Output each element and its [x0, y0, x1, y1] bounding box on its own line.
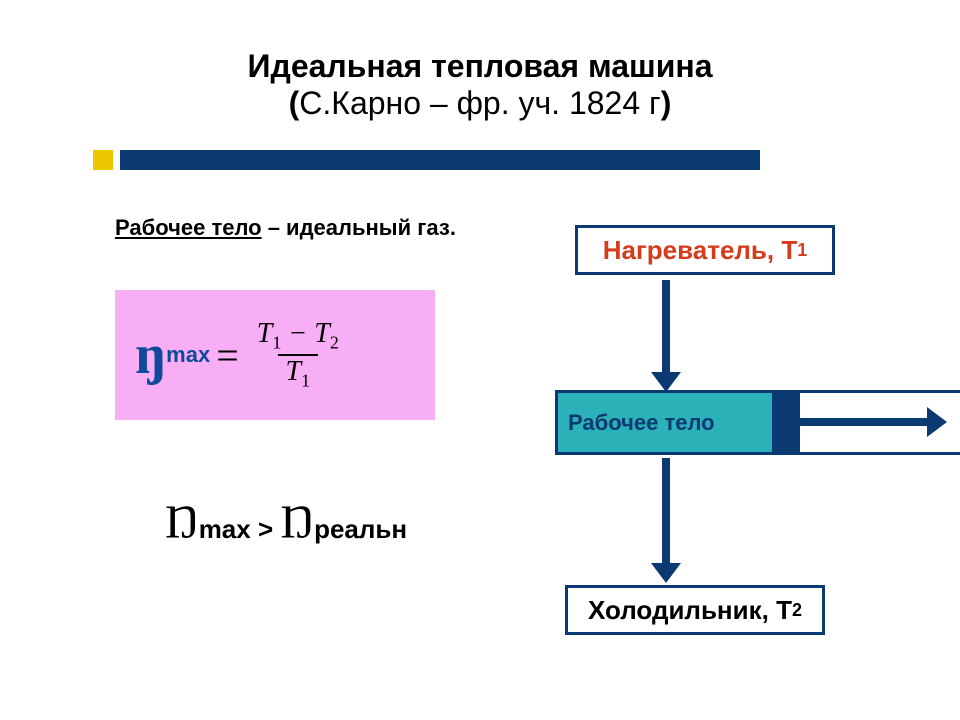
title-author: С.Карно – фр. уч. 1824 г: [299, 85, 660, 121]
working-body-label: Рабочее тело – идеальный газ.: [115, 215, 456, 241]
eta-real-symbol: Ŋ: [280, 496, 314, 549]
arrow-work-output-head: [927, 407, 947, 437]
cooler-label: Холодильник, Т: [588, 595, 792, 626]
fraction-denominator: T1: [278, 354, 319, 390]
cylinder-bottom-line: [800, 452, 960, 455]
cylinder-top-line: [800, 390, 960, 393]
working-body-underlined: Рабочее тело: [115, 215, 262, 240]
slide-title: Идеальная тепловая машина (С.Карно – фр.…: [0, 0, 960, 122]
eta-max-symbol: Ŋ: [165, 496, 199, 549]
cooler-box: Холодильник, Т2: [565, 585, 825, 635]
heater-box: Нагреватель, Т1: [575, 225, 835, 275]
decor-square: [93, 150, 113, 170]
piston-block: [775, 390, 800, 455]
equals-sign: =: [216, 332, 239, 379]
title-paren-open: (: [289, 85, 300, 121]
arrow-body-to-cooler: [662, 458, 670, 566]
title-paren-close: ): [661, 85, 672, 121]
title-line1: Идеальная тепловая машина: [0, 48, 960, 85]
efficiency-inequality: Ŋmax > Ŋреальн: [165, 495, 407, 550]
arrow-heater-to-body-head: [651, 372, 681, 392]
arrow-heater-to-body: [662, 280, 670, 375]
eta-max-sub: max: [199, 514, 251, 544]
title-line2: (С.Карно – фр. уч. 1824 г): [0, 85, 960, 122]
heater-sub: 1: [797, 240, 807, 261]
decor-bar: [120, 150, 760, 170]
fraction: T1 − T2 T1: [249, 320, 347, 389]
working-body-text: Рабочее тело: [568, 410, 715, 436]
cooler-sub: 2: [792, 600, 802, 621]
efficiency-formula-box: ŋmax = T1 − T2 T1: [115, 290, 435, 420]
eta-subscript: max: [166, 342, 210, 368]
fraction-numerator: T1 − T2: [249, 320, 347, 354]
working-body-box: Рабочее тело: [555, 390, 775, 455]
eta-symbol: ŋ: [135, 323, 166, 387]
eta-real-sub: реальн: [314, 514, 407, 544]
gt-sign: >: [251, 514, 281, 544]
arrow-body-to-cooler-head: [651, 563, 681, 583]
arrow-work-output: [800, 418, 930, 426]
heater-label: Нагреватель, Т: [603, 235, 798, 266]
working-body-rest: – идеальный газ.: [262, 215, 456, 240]
